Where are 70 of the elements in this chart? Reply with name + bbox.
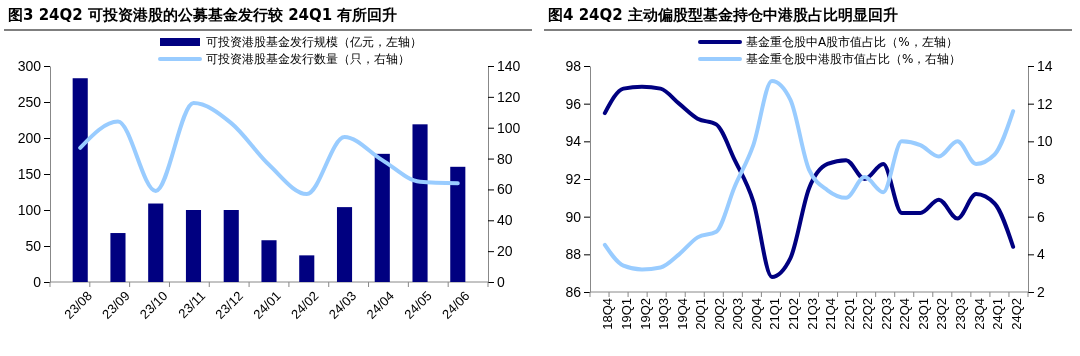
x-tick-label: 23Q4 — [971, 298, 987, 330]
x-tick-label: 21Q2 — [785, 298, 801, 330]
x-tick-label: 22Q1 — [841, 298, 857, 330]
y-tick-label: 300 — [17, 57, 42, 74]
legend-label: 基金重仓股中A股市值占比（%，左轴） — [746, 35, 958, 50]
x-tick-label: 19Q4 — [674, 298, 690, 330]
y-tick-label: 250 — [17, 93, 42, 110]
x-tick-label: 21Q1 — [767, 298, 783, 330]
y-tick-label: 94 — [565, 133, 582, 150]
y2-tick-label: 2 — [1037, 283, 1045, 300]
chart-title: 图3 24Q2 可投资港股的公募基金发行较 24Q1 有所回升 — [8, 6, 398, 24]
y2-tick-label: 14 — [1037, 57, 1053, 74]
y-tick-label: 96 — [565, 95, 582, 112]
x-tick-label: 23Q3 — [953, 298, 969, 330]
bar — [374, 153, 390, 282]
y2-tick-label: 12 — [1037, 95, 1053, 112]
x-tick-label: 23Q1 — [915, 298, 931, 330]
y2-tick-label: 6 — [1037, 208, 1045, 225]
legend-label: 可投资港股基金发行数量（只，右轴） — [206, 52, 410, 67]
x-tick-label: 20Q1 — [693, 298, 709, 330]
y-tick-label: 0 — [33, 273, 42, 290]
bar — [450, 166, 466, 282]
y2-tick-label: 20 — [497, 243, 513, 260]
y-tick-label: 98 — [565, 57, 582, 74]
y2-tick-label: 60 — [497, 181, 513, 198]
x-tick-label: 19Q2 — [637, 298, 653, 330]
x-tick-label: 21Q3 — [804, 298, 820, 330]
bar — [72, 78, 88, 282]
bar — [185, 210, 202, 282]
x-tick-label: 20Q4 — [748, 298, 764, 330]
bar — [412, 124, 428, 282]
x-tick-label: 22Q4 — [897, 298, 913, 330]
x-tick-label: 19Q3 — [656, 298, 672, 330]
y-tick-label: 200 — [17, 129, 42, 146]
y-tick-label: 92 — [565, 170, 582, 187]
y2-tick-label: 120 — [497, 88, 521, 105]
y2-tick-label: 0 — [497, 273, 505, 290]
y-tick-label: 100 — [17, 201, 42, 218]
x-tick-label: 21Q4 — [823, 298, 839, 330]
x-tick-label: 20Q2 — [711, 298, 727, 330]
line-series — [78, 101, 460, 197]
legend-label: 可投资港股基金发行规模（亿元，左轴） — [206, 35, 422, 50]
y-tick-label: 150 — [17, 165, 42, 182]
bar — [110, 233, 126, 282]
x-tick-label: 22Q3 — [878, 298, 894, 330]
y-tick-label: 50 — [25, 237, 42, 254]
x-tick-label: 24Q2 — [1008, 298, 1024, 330]
bar — [299, 255, 315, 282]
bar — [336, 207, 353, 282]
x-tick-label: 20Q3 — [730, 298, 746, 330]
x-tick-label: 19Q1 — [618, 298, 634, 330]
y2-tick-label: 40 — [497, 212, 513, 229]
x-tick-label: 22Q2 — [860, 298, 876, 330]
y-tick-label: 88 — [565, 246, 582, 263]
y-tick-label: 90 — [565, 208, 582, 225]
bar — [261, 240, 277, 282]
x-tick-label: 18Q4 — [600, 298, 616, 330]
y2-tick-label: 4 — [1037, 246, 1045, 263]
y-tick-label: 86 — [565, 283, 582, 300]
bar — [148, 203, 164, 282]
y2-tick-label: 80 — [497, 150, 513, 167]
y2-tick-label: 100 — [497, 119, 521, 136]
x-tick-label: 24Q1 — [990, 298, 1006, 330]
bar — [223, 210, 239, 282]
chart-title: 图4 24Q2 主动偏股型基金持仓中港股占比明显回升 — [548, 6, 898, 24]
legend-label: 基金重仓股中港股市值占比（%，右轴） — [746, 52, 962, 67]
x-tick-label: 23Q2 — [934, 298, 950, 330]
y2-tick-label: 10 — [1037, 133, 1053, 150]
y2-tick-label: 140 — [497, 57, 521, 74]
y2-tick-label: 8 — [1037, 170, 1045, 187]
